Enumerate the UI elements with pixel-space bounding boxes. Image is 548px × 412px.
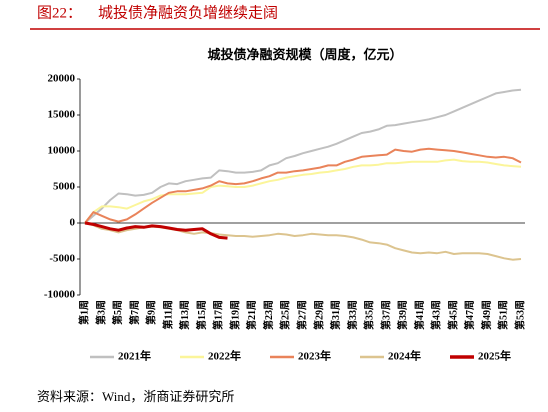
x-tick-label: 第47周 bbox=[463, 300, 476, 330]
x-tick-label: 第5周 bbox=[111, 300, 124, 325]
y-tick-label: 15000 bbox=[48, 109, 76, 121]
x-tick-label: 第45周 bbox=[446, 300, 459, 330]
x-tick-label: 第35周 bbox=[363, 300, 376, 330]
x-tick-label: 第3周 bbox=[94, 300, 107, 325]
y-tick-label: 5000 bbox=[53, 181, 76, 193]
x-tick-label: 第41周 bbox=[413, 300, 426, 330]
x-tick-label: 第29周 bbox=[312, 300, 325, 330]
x-tick-label: 第9周 bbox=[145, 300, 158, 325]
x-tick-label: 第33周 bbox=[346, 300, 359, 330]
legend-label: 2023年 bbox=[298, 349, 331, 363]
x-tick-label: 第31周 bbox=[329, 300, 342, 330]
x-tick-label: 第27周 bbox=[296, 300, 309, 330]
y-tick-label: 10000 bbox=[48, 145, 76, 157]
x-tick-label: 第13周 bbox=[178, 300, 191, 330]
x-tick-label: 第49周 bbox=[480, 300, 493, 330]
x-tick-label: 第15周 bbox=[195, 300, 208, 330]
x-tick-label: 第19周 bbox=[228, 300, 241, 330]
x-tick-label: 第23周 bbox=[262, 300, 275, 330]
source: 资料来源：Wind，浙商证券研究所 bbox=[37, 389, 234, 404]
legend-label: 2022年 bbox=[208, 349, 241, 363]
legend-label: 2025年 bbox=[478, 349, 511, 363]
y-tick-label: 0 bbox=[70, 217, 76, 229]
y-tick-label: -5000 bbox=[49, 253, 75, 265]
y-tick-label: -10000 bbox=[44, 289, 76, 301]
x-tick-label: 第43周 bbox=[430, 300, 443, 330]
x-tick-label: 第11周 bbox=[161, 300, 174, 329]
x-tick-label: 第25周 bbox=[279, 300, 292, 330]
x-tick-label: 第17周 bbox=[212, 300, 225, 330]
x-tick-label: 第7周 bbox=[128, 300, 141, 325]
series-line bbox=[84, 88, 522, 224]
x-tick-label: 第39周 bbox=[396, 300, 409, 330]
series-line bbox=[84, 147, 522, 224]
x-tick-label: 第51周 bbox=[497, 300, 510, 330]
series-line bbox=[84, 158, 522, 224]
figure-label: 图22： bbox=[37, 4, 82, 21]
x-tick-label: 第21周 bbox=[245, 300, 258, 330]
x-tick-label: 第53周 bbox=[514, 300, 527, 330]
series-line bbox=[84, 222, 522, 261]
header-title: 城投债净融资负增继续走阔 bbox=[98, 4, 278, 21]
x-tick-label: 第37周 bbox=[379, 300, 392, 330]
chart-title: 城投债净融资规模（周度，亿元） bbox=[207, 47, 402, 62]
legend-label: 2021年 bbox=[118, 349, 151, 363]
series-line bbox=[84, 221, 228, 240]
y-tick-label: 20000 bbox=[48, 73, 76, 85]
legend-label: 2024年 bbox=[388, 349, 421, 363]
x-tick-label: 第1周 bbox=[78, 300, 91, 325]
